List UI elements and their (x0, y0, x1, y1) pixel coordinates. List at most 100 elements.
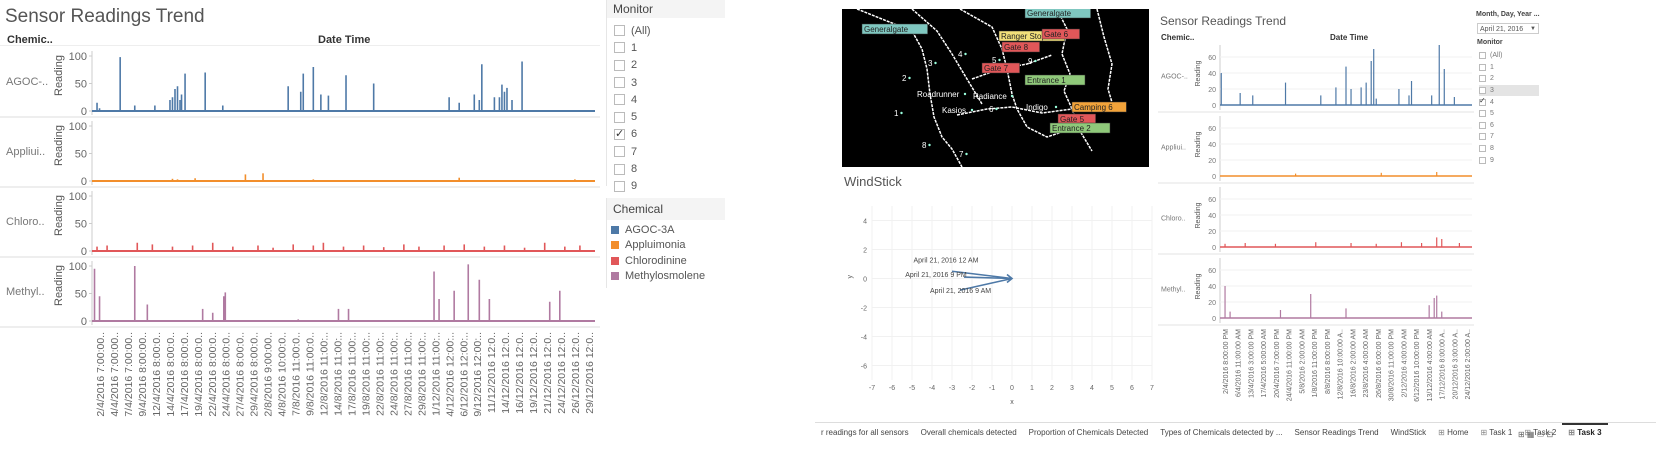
map-gate-label[interactable]: Gate 7 (984, 64, 1009, 73)
map-place-label[interactable]: 2 (902, 74, 907, 83)
monitor-option-8[interactable]: 8 (614, 160, 725, 177)
view-mode-icons[interactable]: ⊞ ▦ ▭ ⊡ (1518, 430, 1554, 439)
checkbox[interactable] (1479, 52, 1486, 60)
row-label[interactable]: Chloro.. (6, 216, 45, 228)
checkbox[interactable] (614, 77, 625, 89)
row-label[interactable]: AGOC-.. (1161, 74, 1188, 81)
checkbox[interactable] (1479, 145, 1486, 153)
monitor-option-5[interactable]: 5 (614, 108, 725, 125)
legend-item[interactable]: Appluimonia (611, 238, 725, 254)
map-gate-label[interactable]: Generalgate (1027, 9, 1072, 18)
sheet-tab[interactable]: ⊞ Task 1 (1474, 425, 1518, 441)
map-place-label[interactable]: Radiance (973, 92, 1007, 101)
map-place-label[interactable]: Kasios (942, 106, 966, 115)
legend-item[interactable]: Methylosmolene (611, 269, 725, 285)
checkbox[interactable] (614, 111, 625, 123)
checkbox[interactable] (614, 146, 625, 158)
monitor-option-2[interactable]: 2 (614, 57, 725, 74)
row-label[interactable]: Appliui.. (6, 146, 45, 158)
checkbox[interactable] (614, 42, 625, 54)
right-monitor-option-1[interactable]: 1 (1479, 62, 1539, 74)
sheet-tab[interactable]: WindStick (1385, 425, 1433, 441)
map-place-label[interactable]: 3 (928, 59, 933, 68)
left-chemical-column-header[interactable]: Chemic.. (7, 34, 53, 46)
checkbox[interactable] (614, 94, 625, 106)
map-place-label[interactable]: Roadrunner (917, 90, 960, 99)
sheet-tab[interactable]: ⊞ Home (1432, 425, 1474, 441)
sheet-tab[interactable]: ⊞ Task 3 (1562, 423, 1608, 441)
row-label[interactable]: Methyl.. (1161, 287, 1186, 294)
checkbox[interactable] (1479, 133, 1486, 141)
monitor-option-(All)[interactable]: (All) (614, 22, 725, 39)
map-gate-label[interactable]: Entrance 2 (1052, 124, 1091, 133)
legend-item[interactable]: Chlorodinine (611, 253, 725, 269)
checkbox[interactable] (614, 25, 625, 37)
map-place-label[interactable]: 4 (958, 50, 963, 59)
right-monitor-option-3[interactable]: 3 (1479, 84, 1539, 97)
left-datetime-column-header[interactable]: Date Time (318, 34, 371, 46)
monitor-option-7[interactable]: 7 (614, 143, 725, 160)
sheet-tab[interactable]: Types of Chemicals detected by ... (1154, 425, 1288, 441)
monitor-option-3[interactable]: 3 (614, 74, 725, 91)
row-label[interactable]: Methyl.. (6, 286, 45, 298)
sheet-tab[interactable]: Proportion of Chemicals Detected (1023, 425, 1155, 441)
park-map[interactable]: Generalgate Generalgate Ranger Stop Gate 8 G… (842, 9, 1149, 167)
map-gate-label[interactable]: Camping 6 (1074, 103, 1113, 112)
row-label[interactable]: AGOC-.. (6, 76, 48, 88)
right-monitor-option-(All)[interactable]: (All) (1479, 50, 1539, 62)
sheet-tab-label: Overall chemicals detected (920, 428, 1017, 437)
monitor-option-6[interactable]: 6 (614, 126, 725, 143)
right-datetime-column-header[interactable]: Date Time (1330, 33, 1369, 42)
right-monitor-option-9[interactable]: 9 (1479, 154, 1539, 166)
map-place-label[interactable]: 8 (922, 141, 927, 150)
map-gate-label[interactable]: Gate 8 (1004, 43, 1029, 52)
row-label[interactable]: Appliui.. (1161, 145, 1186, 152)
map-place-label[interactable]: 5 (992, 56, 997, 65)
checkbox[interactable] (1479, 110, 1486, 118)
checkbox[interactable] (1479, 75, 1486, 83)
checkbox[interactable] (614, 127, 625, 140)
map-marker (900, 111, 903, 115)
checkbox[interactable] (1479, 121, 1486, 129)
monitor-option-1[interactable]: 1 (614, 39, 725, 56)
checkbox[interactable] (1479, 156, 1486, 164)
right-monitor-option-4[interactable]: 4 (1479, 96, 1539, 108)
y-tick-label: 40 (1208, 213, 1216, 220)
sheet-tab[interactable]: Sensor Readings Trend (1289, 425, 1385, 441)
monitor-option-label: 2 (1490, 75, 1494, 83)
right-monitor-option-7[interactable]: 7 (1479, 131, 1539, 143)
map-gate-label[interactable]: Generalgate (864, 25, 909, 34)
right-monitor-option-2[interactable]: 2 (1479, 73, 1539, 85)
monitor-option-9[interactable]: 9 (614, 178, 725, 195)
row-label[interactable]: Chloro.. (1161, 216, 1186, 223)
map-road (959, 9, 1078, 138)
map-label-bg (1024, 74, 1086, 86)
legend-item[interactable]: AGOC-3A (611, 222, 725, 238)
checkbox[interactable] (614, 180, 625, 192)
map-gate-label[interactable]: Gate 5 (1060, 115, 1085, 124)
sheet-tab[interactable]: r readings for all sensors (815, 425, 915, 441)
checkbox[interactable] (1479, 87, 1486, 95)
map-place-label[interactable]: Indigo (1026, 103, 1048, 112)
right-chemical-column-header[interactable]: Chemic.. (1161, 33, 1195, 42)
right-monitor-option-5[interactable]: 5 (1479, 108, 1539, 120)
map-place-label[interactable]: 6 (989, 105, 994, 114)
checkbox[interactable] (614, 59, 625, 71)
date-filter-dropdown[interactable]: April 21, 2016 ▼ (1477, 23, 1539, 34)
wind-annotation: April 21, 2016 12 AM (914, 258, 979, 265)
map-place-label[interactable]: 7 (959, 150, 964, 159)
map-gate-label[interactable]: Ranger Stop (1001, 32, 1046, 41)
map-gate-label[interactable]: Entrance 1 (1027, 76, 1066, 85)
map-place-label[interactable]: 9 (1028, 57, 1033, 66)
sheet-tab[interactable]: ⊞ Task 2 (1518, 425, 1562, 441)
checkbox[interactable] (614, 163, 625, 175)
right-monitor-option-6[interactable]: 6 (1479, 120, 1539, 132)
y-tick-label: 50 (75, 149, 87, 161)
checkbox[interactable] (1479, 63, 1486, 71)
sheet-tab[interactable]: Overall chemicals detected (915, 425, 1023, 441)
checkbox[interactable] (1479, 96, 1486, 106)
map-place-label[interactable]: 1 (894, 109, 899, 118)
right-monitor-option-8[interactable]: 8 (1479, 143, 1539, 155)
map-gate-label[interactable]: Gate 6 (1044, 30, 1069, 39)
monitor-option-4[interactable]: 4 (614, 91, 725, 108)
